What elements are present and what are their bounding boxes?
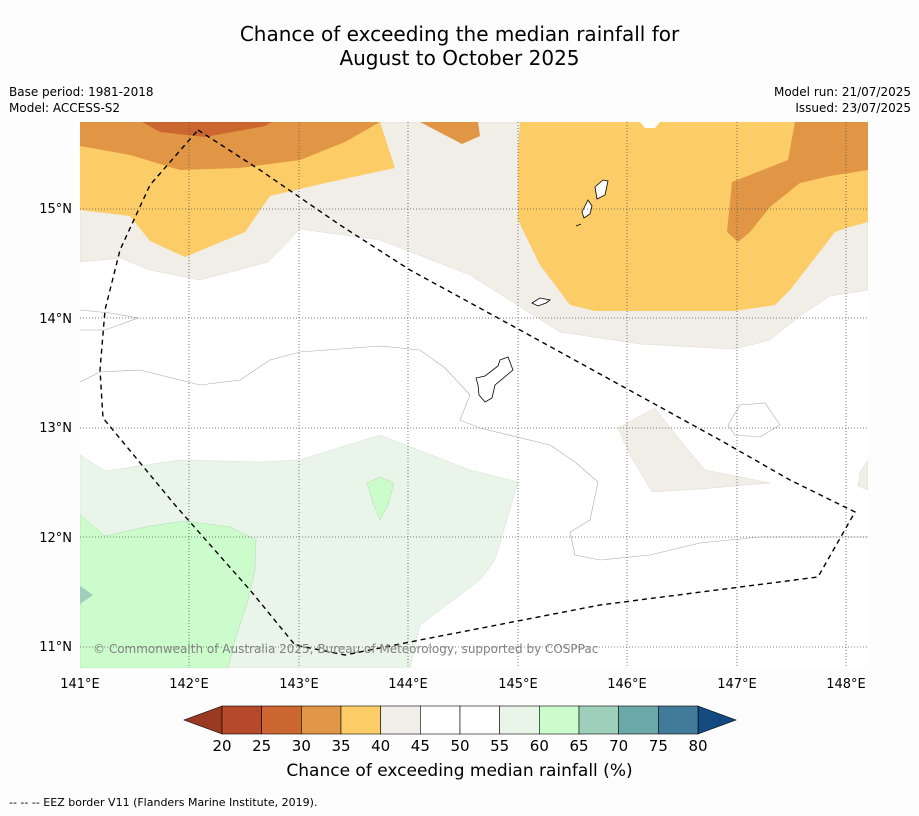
- meta-right: Model run: 21/07/2025 Issued: 23/07/2025: [774, 84, 911, 116]
- lat-label: 12°N: [39, 531, 72, 546]
- colorbar-tick-label: 50: [450, 737, 469, 755]
- zone-60-65-small: [366, 476, 395, 521]
- lat-label: 15°N: [39, 202, 72, 217]
- zone-30-35: [80, 122, 380, 170]
- colorbar-tick-label: 70: [609, 737, 628, 755]
- colorbar-tick-label: 25: [252, 737, 271, 755]
- lon-label: 144°E: [388, 677, 428, 692]
- model-name: Model: ACCESS-S2: [9, 101, 121, 115]
- lat-label: 13°N: [39, 421, 72, 436]
- colorbar-cell: [380, 705, 421, 735]
- lat-label: 14°N: [39, 312, 72, 327]
- zone-25-30: [142, 122, 272, 137]
- base-period: Base period: 1981-2018: [9, 85, 154, 99]
- lon-label: 141°E: [60, 677, 100, 692]
- zone-40-45-east: [617, 407, 771, 493]
- colorbar-tick-label: 35: [331, 737, 350, 755]
- issued-date: Issued: 23/07/2025: [795, 101, 911, 115]
- colorbar: 20 25 30 35 40 45 50 55 60 65 70 75 80: [183, 705, 737, 755]
- lon-label: 146°E: [607, 677, 647, 692]
- colorbar-tick-label: 55: [490, 737, 509, 755]
- colorbar-tick-label: 40: [371, 737, 390, 755]
- colorbar-cell: [539, 705, 580, 735]
- zone-30-35-east: [727, 122, 868, 242]
- eez-footnote: -- -- -- EEZ border V11 (Flanders Marine…: [9, 796, 318, 809]
- lon-label: 147°E: [717, 677, 757, 692]
- longitude-labels: 141°E 142°E 143°E 144°E 145°E 146°E 147°…: [60, 677, 866, 692]
- island-rota: [531, 297, 551, 307]
- colorbar-cell: [261, 705, 302, 735]
- colorbar-tick-label: 75: [649, 737, 668, 755]
- model-run: Model run: 21/07/2025: [773, 85, 911, 99]
- title-line-1: Chance of exceeding the median rainfall …: [239, 22, 680, 46]
- latitude-labels: 15°N 14°N 13°N 12°N 11°N: [39, 202, 72, 655]
- zone-65-70: [80, 586, 93, 604]
- colorbar-cell: [618, 705, 659, 735]
- colorbar-over-triangle: [697, 705, 737, 735]
- colorbar-cell: [499, 705, 540, 735]
- lon-label: 148°E: [826, 677, 866, 692]
- map-plot-area: © Commonwealth of Australia 2025, Bureau…: [80, 122, 868, 668]
- colorbar-tick-label: 45: [411, 737, 430, 755]
- island-aguijan: [575, 223, 582, 227]
- colorbar-cell: [658, 705, 699, 735]
- rainfall-map: © Commonwealth of Australia 2025, Bureau…: [39, 122, 868, 755]
- colorbar-tick-label: 20: [212, 737, 231, 755]
- colorbar-cell: [578, 705, 619, 735]
- island-guam: [475, 356, 514, 403]
- colorbar-cell: [459, 705, 500, 735]
- lon-label: 145°E: [498, 677, 538, 692]
- title-line-2: August to October 2025: [339, 46, 580, 70]
- eez-border: [99, 129, 856, 656]
- island-saipan: [594, 179, 609, 200]
- copyright-text: © Commonwealth of Australia 2025, Bureau…: [93, 642, 598, 656]
- contour-line-east: [727, 402, 781, 438]
- lat-label: 11°N: [39, 640, 72, 655]
- map-title: Chance of exceeding the median rainfall …: [0, 22, 919, 70]
- zone-white-top: [640, 122, 660, 128]
- colorbar-cell: [221, 705, 262, 735]
- zone-60-65: [80, 514, 257, 668]
- colorbar-tick-label: 65: [569, 737, 588, 755]
- gridlines: [80, 122, 868, 668]
- meta-left: Base period: 1981-2018 Model: ACCESS-S2: [9, 84, 154, 116]
- lon-label: 142°E: [169, 677, 209, 692]
- lon-label: 143°E: [279, 677, 319, 692]
- colorbar-cell: [340, 705, 381, 735]
- colorbar-cell: [301, 705, 342, 735]
- colorbar-label: Chance of exceeding median rainfall (%): [286, 761, 633, 781]
- colorbar-cell: [420, 705, 461, 735]
- colorbar-tick-label: 80: [688, 737, 707, 755]
- zone-30-35-mid: [420, 122, 480, 144]
- colorbar-tick-label: 30: [292, 737, 311, 755]
- colorbar-tick-label: 60: [530, 737, 549, 755]
- colorbar-under-triangle: [183, 705, 223, 735]
- zone-40-45-edge: [857, 459, 868, 491]
